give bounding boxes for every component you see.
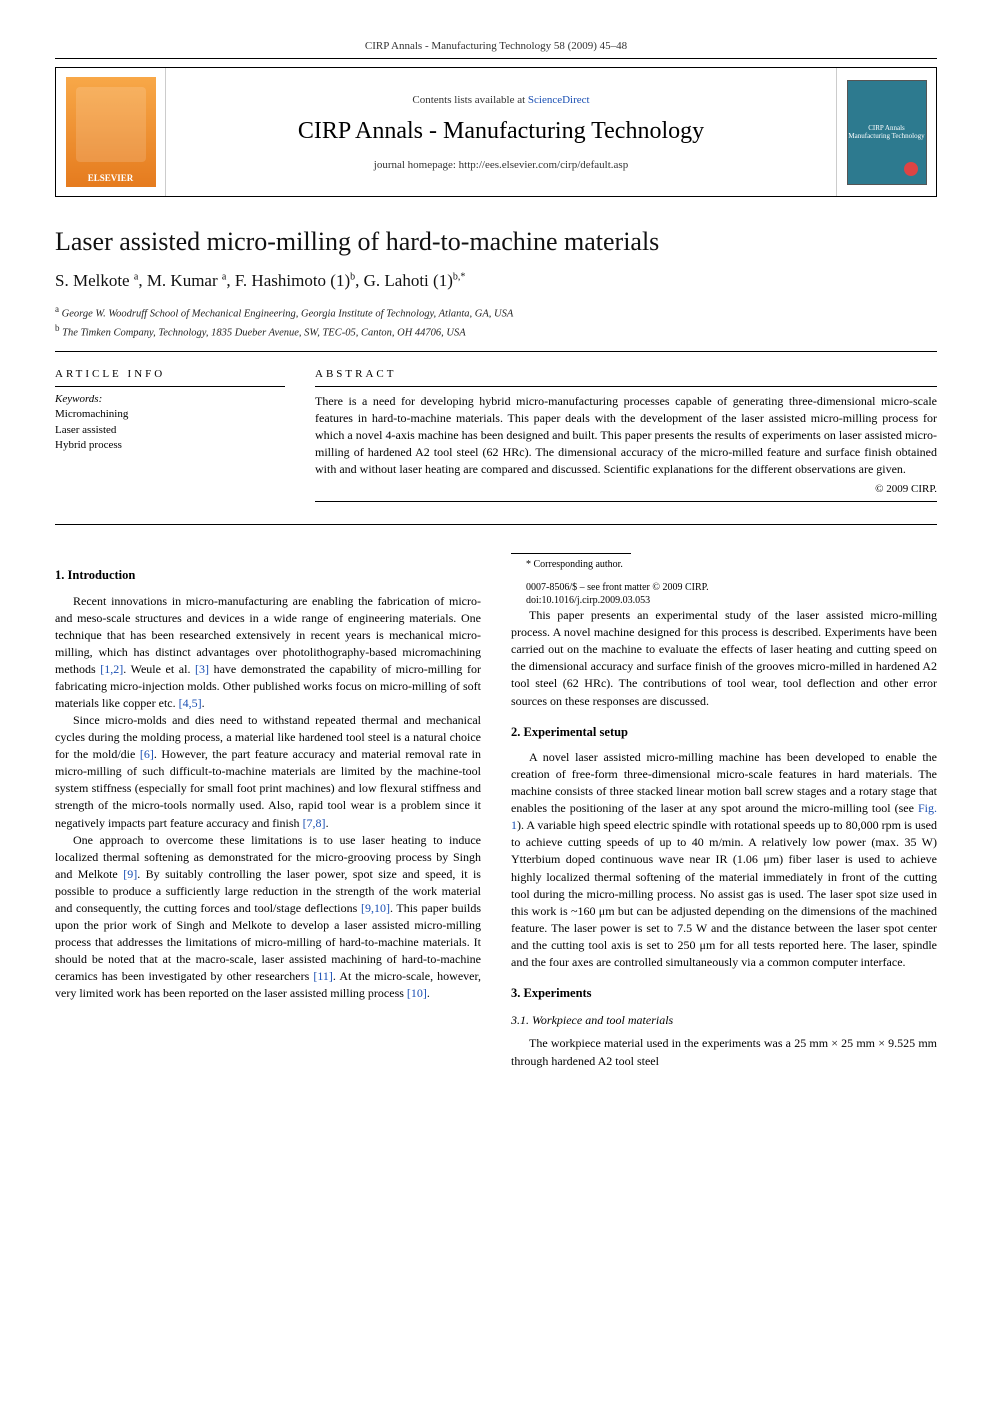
journal-homepage: journal homepage: http://ees.elsevier.co…: [374, 159, 628, 171]
keyword-2: Laser assisted: [55, 423, 285, 438]
citation-link[interactable]: [11]: [313, 969, 333, 983]
info-abstract-row: ARTICLE INFO Keywords: Micromachining La…: [55, 368, 937, 508]
elsevier-logo: ELSEVIER: [66, 77, 156, 187]
affiliation-a: a George W. Woodruff School of Mechanica…: [55, 303, 937, 322]
abstract-column: ABSTRACT There is a need for developing …: [315, 368, 937, 508]
citation-link[interactable]: [4,5]: [179, 696, 202, 710]
s1-para-2: Since micro-molds and dies need to withs…: [55, 712, 481, 831]
footnote-rule: [511, 553, 631, 554]
cover-text-bottom: Manufacturing Technology: [848, 132, 924, 140]
s1-para-1: Recent innovations in micro-manufacturin…: [55, 593, 481, 712]
info-rule: [55, 386, 285, 387]
footnote-text: Corresponding author.: [534, 559, 623, 570]
masthead: ELSEVIER Contents lists available at Sci…: [55, 67, 937, 197]
article-info-heading: ARTICLE INFO: [55, 368, 285, 380]
section-2-heading: 2. Experimental setup: [511, 724, 937, 742]
issn-line: 0007-8506/$ – see front matter © 2009 CI…: [511, 581, 937, 594]
top-rule: [55, 58, 937, 59]
contents-line: Contents lists available at ScienceDirec…: [412, 94, 589, 106]
article-info-column: ARTICLE INFO Keywords: Micromachining La…: [55, 368, 285, 508]
section-3-heading: 3. Experiments: [511, 985, 937, 1003]
footnote-block: * Corresponding author. 0007-8506/$ – se…: [511, 553, 937, 607]
affiliation-b-text: The Timken Company, Technology, 1835 Due…: [62, 328, 466, 339]
keyword-1: Micromachining: [55, 407, 285, 422]
s1-para-4: This paper presents an experimental stud…: [511, 607, 937, 709]
keyword-3: Hybrid process: [55, 438, 285, 453]
s2-para-1: A novel laser assisted micro-milling mac…: [511, 749, 937, 970]
section-1-heading: 1. Introduction: [55, 567, 481, 585]
article-title: Laser assisted micro-milling of hard-to-…: [55, 227, 937, 257]
journal-cover-box: CIRP Annals Manufacturing Technology: [836, 68, 936, 196]
abstract-copyright: © 2009 CIRP.: [315, 483, 937, 495]
citation-link[interactable]: Fig. 1: [511, 801, 937, 832]
abstract-heading: ABSTRACT: [315, 368, 937, 380]
journal-cover-thumb: CIRP Annals Manufacturing Technology: [847, 80, 927, 185]
citation-link[interactable]: [3]: [195, 662, 209, 676]
elsevier-logo-text: ELSEVIER: [88, 173, 134, 183]
citation-link[interactable]: [6]: [140, 747, 154, 761]
contents-prefix: Contents lists available at: [412, 94, 527, 106]
publisher-logo-box: ELSEVIER: [56, 68, 166, 196]
aff-marker-a: a: [55, 304, 59, 314]
corresponding-footnote: * Corresponding author.: [511, 558, 937, 571]
s1-para-3: One approach to overcome these limitatio…: [55, 832, 481, 1002]
abstract-text: There is a need for developing hybrid mi…: [315, 393, 937, 477]
footnote-marker: *: [526, 559, 531, 570]
citation-link[interactable]: [1,2]: [100, 662, 123, 676]
keywords-label: Keywords:: [55, 393, 285, 405]
citation-link[interactable]: [9,10]: [361, 901, 390, 915]
s3-1-para-1: The workpiece material used in the exper…: [511, 1035, 937, 1069]
affiliation-b: b The Timken Company, Technology, 1835 D…: [55, 322, 937, 341]
citation-link[interactable]: [7,8]: [303, 816, 326, 830]
citation-link[interactable]: [9]: [123, 867, 137, 881]
affiliation-a-text: George W. Woodruff School of Mechanical …: [62, 309, 514, 320]
author-list: S. Melkote a, M. Kumar a, F. Hashimoto (…: [55, 271, 937, 291]
aff-marker-b: b: [55, 323, 60, 333]
rule-below-abstract: [55, 524, 937, 525]
abstract-rule-top: [315, 386, 937, 387]
abstract-rule-bottom: [315, 501, 937, 502]
journal-title: CIRP Annals - Manufacturing Technology: [298, 118, 704, 145]
cover-text-top: CIRP Annals: [868, 124, 905, 132]
keywords-list: Micromachining Laser assisted Hybrid pro…: [55, 407, 285, 453]
masthead-center: Contents lists available at ScienceDirec…: [166, 68, 836, 196]
doi-line: doi:10.1016/j.cirp.2009.03.053: [511, 594, 937, 607]
affiliations: a George W. Woodruff School of Mechanica…: [55, 303, 937, 341]
sciencedirect-link[interactable]: ScienceDirect: [528, 94, 590, 106]
running-header: CIRP Annals - Manufacturing Technology 5…: [55, 40, 937, 52]
section-3-1-heading: 3.1. Workpiece and tool materials: [511, 1012, 937, 1029]
body-text: 1. Introduction Recent innovations in mi…: [55, 553, 937, 1069]
rule-above-info: [55, 351, 937, 352]
citation-link[interactable]: [10]: [407, 986, 427, 1000]
